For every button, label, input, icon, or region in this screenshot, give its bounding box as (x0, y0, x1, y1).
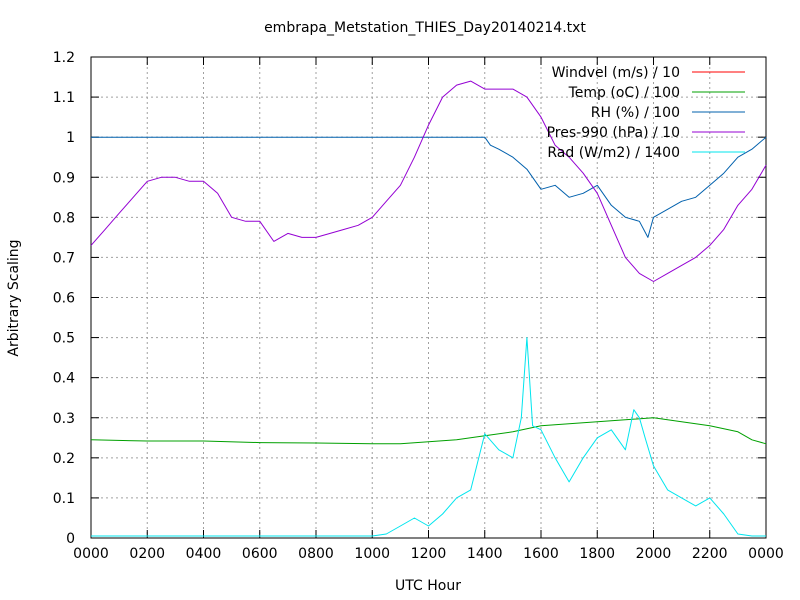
series-line-1 (90, 417, 767, 445)
x-tick-label: 0600 (242, 546, 278, 562)
x-tick-label: 0000 (748, 546, 784, 562)
y-tick-label: 0.6 (53, 291, 75, 307)
x-tick-label: 1800 (579, 546, 615, 562)
series-line-3 (90, 80, 767, 282)
y-axis-label: Arbitrary Scaling (6, 239, 22, 356)
x-axis-label: UTC Hour (395, 578, 461, 594)
y-tick-label: 0.3 (53, 411, 75, 427)
y-tick-label: 0.5 (53, 331, 75, 347)
y-tick-label: 0.4 (53, 371, 75, 387)
x-tick-label: 1200 (411, 546, 447, 562)
x-tick-label: 1400 (467, 546, 503, 562)
x-tick-label: 0000 (73, 546, 109, 562)
x-tick-label: 2000 (636, 546, 672, 562)
series-lines (90, 80, 767, 537)
y-tick-label: 0.8 (53, 210, 75, 226)
y-tick-label: 0.9 (53, 170, 75, 186)
chart-title: embrapa_Metstation_THIES_Day20140214.txt (264, 20, 586, 36)
x-tick-label: 2200 (692, 546, 728, 562)
series-line-4 (91, 337, 766, 537)
x-tick-label: 1000 (354, 546, 390, 562)
y-tick-label: 0.2 (53, 451, 75, 467)
x-tick-label: 0800 (298, 546, 334, 562)
y-tick-label: 0.7 (53, 250, 75, 266)
y-tick-label: 0 (66, 531, 75, 547)
legend-label: RH (%) / 100 (591, 105, 680, 121)
y-tick-label: 0.1 (53, 491, 75, 507)
x-tick-label: 0400 (186, 546, 222, 562)
legend-label: Windvel (m/s) / 10 (552, 65, 680, 81)
legend: Windvel (m/s) / 10 Temp (oC) / 100 RH (%) … (547, 65, 745, 161)
y-tick-label: 1.1 (53, 90, 75, 106)
legend-label: Temp (oC) / 100 (568, 85, 680, 101)
y-tick-label: 1 (66, 130, 75, 146)
y-tick-label: 1.2 (53, 50, 75, 66)
x-tick-label: 0200 (129, 546, 165, 562)
legend-label: Pres-990 (hPa) / 10 (547, 125, 680, 141)
series-line-2 (91, 136, 767, 238)
legend-label: Rad (W/m2) / 1400 (547, 145, 680, 161)
axis-ticks: 0000 0200 0400 0600 0800 1000 1200 1400 1600 1800… (53, 50, 784, 562)
x-tick-label: 1600 (523, 546, 559, 562)
